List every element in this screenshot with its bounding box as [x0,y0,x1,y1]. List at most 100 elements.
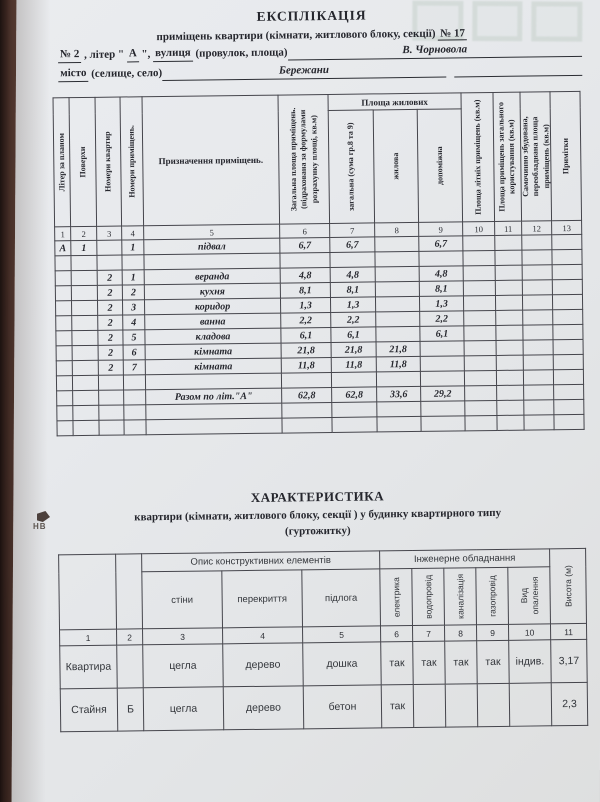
table-cell: 6,7 [418,235,463,252]
col-header-auxiliary: допоміжна [417,108,463,223]
table-cell [98,375,124,391]
column-number: 12 [521,220,552,236]
liter-value: А [126,46,139,63]
table-cell [98,405,124,421]
characteristics-table-body: Квартира цегла дерево дошка так так так так інди… [59,639,588,732]
table-cell: 1,3 [330,296,376,313]
characteristics-subtitle: квартири (кімнати, житлового блоку, секц… [134,506,502,524]
table-cell [553,384,584,400]
table-cell: ванна [144,313,281,330]
table-cell [281,372,332,389]
explication-subtitle-text: приміщень квартири (кімнати, житлового б… [156,27,436,44]
column-number: 1 [59,629,117,646]
table-cell [496,400,524,416]
col-header-object-liter [115,553,143,630]
col-header-height-label: Висота (м) [562,565,573,608]
col-header-walls: стіни [141,570,223,629]
table-cell: 11,8 [281,357,332,374]
group-header-engineering: Інженерне обладнання [379,548,550,569]
column-number: 4 [121,225,144,241]
table-cell: дошка [302,641,382,686]
table-cell: так [381,684,414,728]
table-cell [463,265,496,281]
table-cell [418,250,464,267]
col-header-room-numbers-label: Номери приміщень. [126,125,137,198]
street-name-field: В. Чорновола [287,40,583,61]
table-cell [445,683,478,728]
col-header-common-area-label: Площа приміщень загального користування … [496,102,517,212]
column-number: 9 [476,624,509,641]
table-cell [464,340,497,356]
table-cell: 11,8 [331,356,377,373]
table-cell [375,326,421,342]
table-cell [552,264,583,280]
table-cell [55,300,72,316]
table-cell: 2 [97,270,123,286]
table-cell [376,371,421,387]
house-number-value: № 2 [57,47,82,64]
blank-line [453,74,583,78]
table-cell: веранда [144,268,281,285]
table-cell [521,234,552,251]
table-cell: 8,1 [330,281,376,298]
group-header-living-area: Площа жилових [327,92,462,111]
table-cell [375,311,420,327]
table-cell [464,385,497,401]
column-number: 4 [222,626,303,644]
table-cell [71,330,99,346]
column-number: 2 [70,226,97,241]
table-cell [279,252,331,269]
table-cell: так [476,640,510,684]
table-cell: так [444,640,478,685]
table-cell [553,369,584,385]
table-cell [71,285,98,301]
table-cell [376,401,421,417]
table-cell [495,265,523,281]
col-header-total-area: Загальна площа приміщень. (підрахована з… [278,94,330,225]
table-cell [331,416,378,433]
table-cell [523,384,554,401]
column-number: 11 [494,221,522,236]
table-cell [374,236,419,252]
table-cell [55,330,73,346]
col-header-floor: підлога [301,568,381,627]
table-cell [71,315,98,331]
col-header-room-purpose: Призначення приміщень. [142,95,280,226]
table-cell [496,340,524,356]
column-number: 6 [279,223,330,239]
address-line-text: (провулок, площа) [192,46,288,60]
table-cell [56,345,73,361]
table-cell: 21,8 [281,342,332,359]
table-cell: кухня [144,283,281,300]
table-cell [331,401,377,418]
table-cell [123,389,146,406]
table-cell [71,300,98,316]
address-line-text: ", [138,48,154,61]
column-number: 7 [412,625,445,642]
table-cell [553,399,584,415]
table-cell: 2,2 [419,310,464,327]
col-header-notes: Примітки [550,91,582,221]
col-header-gas-label: газопровід [486,575,498,617]
page-edge-mark: НВ [33,511,63,531]
table-cell [72,420,100,436]
table-cell [420,355,465,372]
table-cell [145,373,282,390]
table-cell [496,415,525,431]
table-cell [375,266,420,282]
table-cell: кімната [145,358,282,375]
table-cell: кладова [144,328,282,345]
table-cell [331,371,377,388]
col-header-summer-area: Площа літніх приміщень (кв.м) [461,92,495,222]
table-cell: 62,8 [281,387,332,404]
city-line: місто (селище, село) Бережани [58,60,583,83]
column-number: 10 [508,623,551,641]
table-cell [496,385,524,401]
table-cell [420,340,465,357]
explication-table-body: А 1 1 підвал 6,7 6,7 6,7 2 1 веранда 4,8 4,8 4,8 2 2 ку… [54,234,585,436]
col-header-height: Висота (м) [549,548,587,624]
col-header-room-numbers: Номери приміщень. [120,96,144,227]
address-line-text: , літер " [81,48,127,62]
table-cell: 3 [122,299,145,316]
table-cell: бетон [303,684,382,729]
